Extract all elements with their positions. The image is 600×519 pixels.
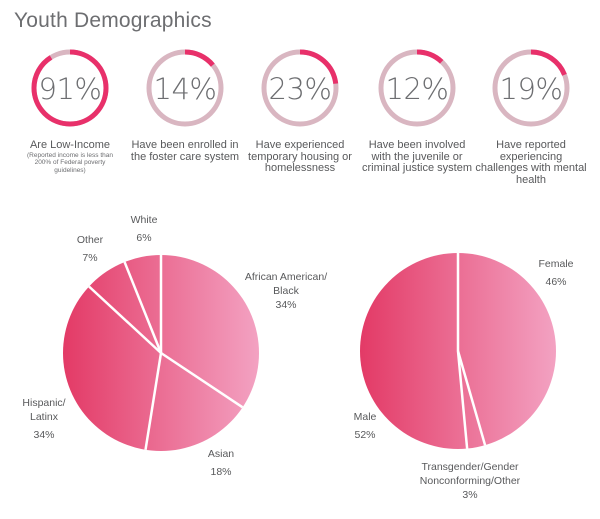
slice-name: White: [130, 214, 158, 226]
stat-label: Have experienced temporary housing or ho…: [248, 139, 352, 174]
slice-label-transgender: Transgender/Gender Nonconforming/Other 3…: [408, 460, 532, 502]
stat-label: Have been enrolled in the foster care sy…: [130, 139, 240, 163]
stat-row: 91% Are Low-Income (Reported income is l…: [0, 0, 600, 200]
pie-slice-other: [88, 285, 162, 354]
slice-value: 7%: [82, 252, 98, 264]
pie-slice-transgender-gender: [456, 350, 487, 446]
pie-slice-hispanic: [144, 352, 163, 450]
slice-name-line2: Latinx: [29, 411, 59, 423]
ring-fill: [146, 49, 224, 127]
slice-label-asian: Asian 18%: [196, 447, 246, 479]
stat-note: (Reported income is less than 200% of Fe…: [27, 152, 113, 174]
ring-fill: [378, 49, 456, 127]
race-ethnicity-pie: [63, 255, 259, 451]
stat-label: Have reported experiencing challenges wi…: [475, 139, 587, 186]
slice-name-line2: Nonconforming/Other: [419, 475, 521, 487]
progress-ring: [378, 49, 456, 127]
progress-ring: [31, 49, 109, 127]
slice-value: 18%: [210, 466, 232, 478]
slice-value: 6%: [136, 232, 152, 244]
ring-fill: [492, 49, 570, 127]
slice-value: 52%: [354, 429, 376, 441]
slice-label-african-american: African American/ Black 34%: [226, 270, 346, 312]
stat-value: 23%: [268, 72, 332, 106]
slice-label-female: Female 46%: [530, 257, 582, 289]
slice-label-other: Other 7%: [70, 233, 110, 265]
progress-ring: [492, 49, 570, 127]
stat-value: 14%: [153, 72, 217, 106]
page-title: Youth Demographics: [14, 9, 212, 32]
pie-slice-male: [456, 350, 469, 449]
ring-fill: [31, 49, 109, 127]
pie-slice-white: [123, 261, 163, 354]
slice-label-hispanic: Hispanic/ Latinx 34%: [8, 396, 80, 442]
slice-value: 3%: [462, 489, 478, 501]
stat-label: Are Low-Income: [29, 139, 111, 151]
slice-value: 46%: [545, 276, 567, 288]
slice-name: African American/: [244, 271, 328, 283]
slice-name: Transgender/Gender: [421, 461, 519, 473]
stat-value: 12%: [385, 72, 449, 106]
slice-value: 34%: [275, 299, 297, 311]
gender-pie: [360, 253, 556, 449]
pie-slice-asian: [160, 351, 244, 409]
stat-label: Have been involved with the juvenile or …: [361, 139, 473, 174]
slice-label-male: Male 52%: [343, 410, 387, 442]
progress-ring: [146, 49, 224, 127]
slice-name: Female: [538, 258, 574, 270]
slice-name: Hispanic/: [22, 397, 66, 409]
slice-name: Asian: [207, 448, 235, 460]
progress-ring: [261, 49, 339, 127]
slice-name: Male: [353, 411, 377, 423]
slice-name-line2: Black: [273, 285, 299, 297]
slice-label-white: White 6%: [124, 213, 164, 245]
ring-fill: [261, 49, 339, 127]
slice-value: 34%: [33, 429, 55, 441]
stat-value: 19%: [499, 72, 563, 106]
slice-name: Other: [76, 234, 104, 246]
stat-value: 91%: [38, 72, 102, 106]
